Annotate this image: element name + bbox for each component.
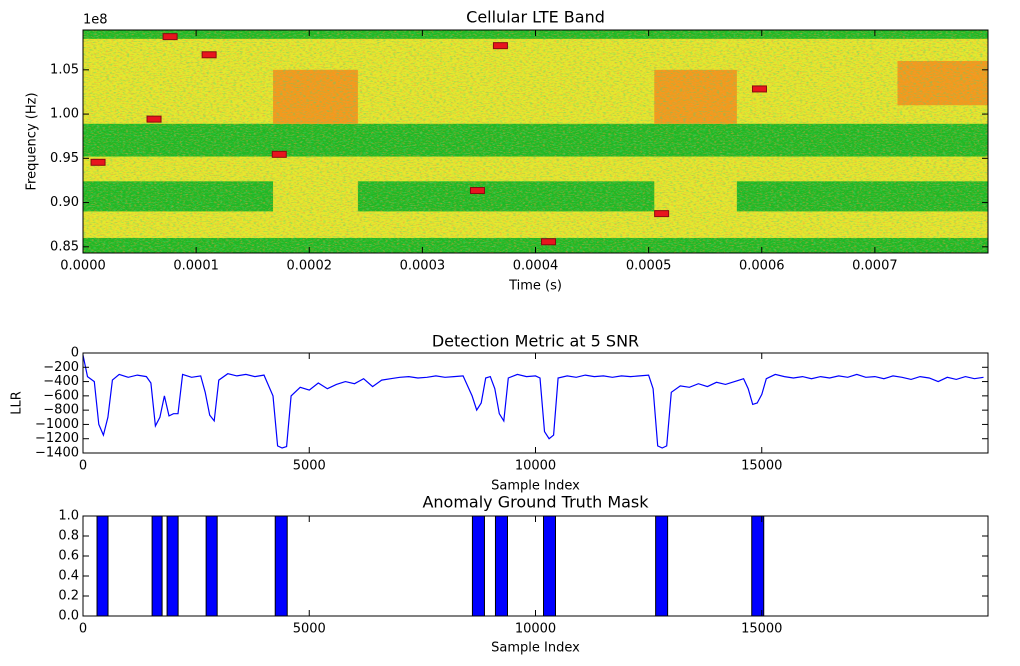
y-tick-label: −200 [43, 360, 79, 375]
y-tick-label: 0.6 [58, 549, 79, 564]
y-tick-label: 1.00 [50, 107, 79, 122]
anomaly-marker [492, 42, 508, 50]
x-tick-label: 0 [79, 622, 87, 637]
axis-offset: 1e8 [83, 13, 108, 28]
y-tick-label: 1.05 [50, 62, 79, 77]
mask-bar [655, 516, 669, 616]
x-tick-label: 10000 [515, 622, 556, 637]
y-tick-label: −1200 [35, 431, 79, 446]
mask-bar [274, 516, 288, 616]
x-tick-label: 0.0001 [173, 259, 219, 274]
y-tick-label: 0.85 [50, 239, 79, 254]
x-tick-label: 0.0007 [852, 259, 898, 274]
x-axis-label: Time (s) [508, 279, 562, 294]
anomaly-marker [541, 238, 557, 246]
anomaly-marker [90, 158, 106, 166]
y-tick-label: 0.0 [58, 609, 79, 624]
y-axis-label: LLR [10, 391, 25, 415]
subplot: 0 5000 10000 150000−200−400−600−800−1000−12… [10, 332, 989, 494]
y-tick-label: 0.95 [50, 151, 79, 166]
x-tick-label: 0.0004 [513, 259, 559, 274]
x-tick-label: 0.0003 [400, 259, 446, 274]
plot-area [96, 516, 765, 616]
y-tick-label: 0.4 [58, 569, 79, 584]
subplot: 0 5000 10000 15000 0.0 0.2 0.4 0.6 0.8 1.0 Anomaly… [58, 493, 989, 656]
y-tick-label: −600 [43, 388, 79, 403]
mask-bar [205, 516, 218, 616]
x-tick-label: 10000 [515, 459, 556, 474]
anomaly-marker [201, 51, 217, 59]
x-tick-label: 0 [79, 459, 87, 474]
subplot: 0.0000 0.0001 0.0002 0.0003 0.0004 0.0005 0.00… [25, 8, 989, 294]
chart-title: Cellular LTE Band [466, 8, 605, 27]
y-axis-label: Frequency (Hz) [25, 92, 40, 190]
x-tick-label: 0.0006 [739, 259, 785, 274]
y-tick-label: 0.90 [50, 195, 79, 210]
chart-title: Detection Metric at 5 SNR [432, 332, 639, 351]
axes-frame [82, 352, 989, 454]
llr-line [83, 354, 984, 449]
y-tick-label: −1400 [35, 446, 79, 461]
mask-bar [751, 516, 765, 616]
y-tick-label: 1.0 [58, 509, 79, 524]
mask-bar [151, 516, 163, 616]
noise-texture [83, 30, 988, 253]
y-tick-label: −800 [43, 403, 79, 418]
anomaly-marker [271, 150, 287, 158]
y-tick-label: 0.8 [58, 529, 79, 544]
y-tick-label: −400 [43, 374, 79, 389]
mask-bar [543, 516, 557, 616]
chart-title: Anomaly Ground Truth Mask [422, 493, 649, 512]
x-axis-label: Sample Index [491, 479, 580, 494]
anomaly-marker [469, 187, 485, 195]
anomaly-marker [146, 115, 162, 123]
x-tick-label: 0.0005 [626, 259, 672, 274]
axes-frame [82, 515, 989, 617]
anomaly-marker [654, 210, 670, 218]
mask-bar [166, 516, 179, 616]
mask-bar [471, 516, 485, 616]
mask-bar [494, 516, 508, 616]
x-tick-label: 15000 [741, 459, 782, 474]
x-axis-label: Sample Index [491, 641, 580, 656]
plot-area [83, 354, 984, 449]
x-tick-label: 15000 [741, 622, 782, 637]
y-tick-label: 0 [71, 346, 79, 361]
x-tick-label: 0.0000 [60, 259, 106, 274]
mask-bar [96, 516, 109, 616]
y-tick-label: −1000 [35, 417, 79, 432]
x-tick-label: 5000 [293, 622, 326, 637]
anomaly-marker [162, 33, 178, 41]
x-tick-label: 0.0002 [287, 259, 333, 274]
anomaly-marker [751, 85, 767, 93]
plot-area [83, 30, 988, 253]
y-tick-label: 0.2 [58, 589, 79, 604]
x-tick-label: 5000 [293, 459, 326, 474]
